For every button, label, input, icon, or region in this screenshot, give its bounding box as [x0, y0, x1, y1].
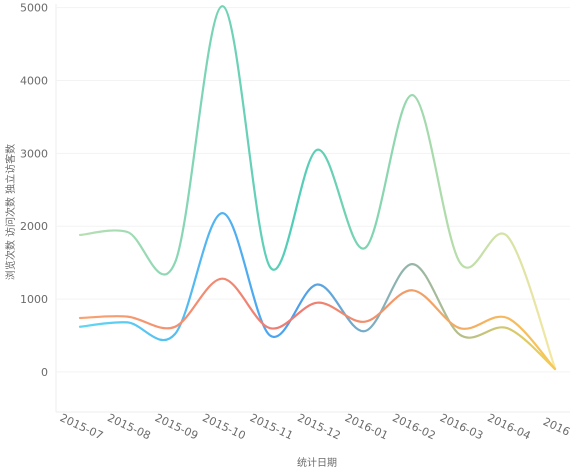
x-tick-label: 2015-09	[153, 411, 200, 442]
x-tick-label: 2016-01	[343, 411, 390, 442]
y-axis-title: 浏览次数 访问次数 独立访客数	[4, 144, 17, 280]
x-tick-label: 2016	[541, 415, 572, 439]
x-tick-label: 2015-12	[295, 411, 342, 442]
x-tick-label: 2016-02	[390, 411, 437, 442]
series-line	[78, 5, 557, 370]
x-tick-label: 2016-04	[485, 411, 532, 442]
grid-lines	[55, 4, 570, 413]
series-lines	[78, 5, 557, 371]
x-tick-label: 2015-08	[105, 411, 152, 442]
series-line	[78, 211, 557, 371]
y-tick-label: 3000	[20, 147, 48, 160]
y-tick-label: 2000	[20, 220, 48, 233]
y-tick-label: 1000	[20, 293, 48, 306]
x-tick-label: 2016-03	[438, 411, 485, 442]
x-axis-title: 统计日期	[297, 456, 337, 469]
x-axis-ticks: 2015-07 2015-08 2015-09 2015-10 2015-11 2015-…	[58, 411, 572, 442]
series-line	[78, 277, 557, 371]
x-tick-label: 2015-07	[58, 411, 105, 442]
x-tick-label: 2015-10	[200, 411, 247, 442]
y-axis-ticks: 0 1000 2000 3000 4000 5000	[20, 2, 48, 379]
x-tick-label: 2015-11	[248, 411, 295, 442]
y-tick-label: 5000	[20, 2, 48, 15]
y-tick-label: 4000	[20, 75, 48, 88]
y-tick-label: 0	[41, 366, 48, 379]
